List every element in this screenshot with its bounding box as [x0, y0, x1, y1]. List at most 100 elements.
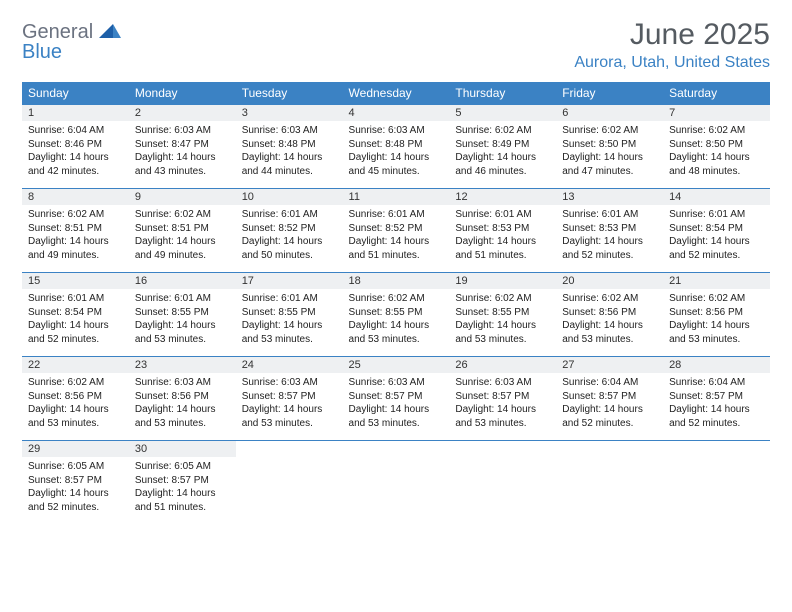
day-number-cell: 4 [343, 105, 450, 122]
day-body-row: Sunrise: 6:02 AMSunset: 8:51 PMDaylight:… [22, 205, 770, 273]
sunrise-line: Sunrise: 6:02 AM [562, 124, 657, 138]
daylight-line: Daylight: 14 hours and 44 minutes. [242, 151, 337, 178]
day-number-cell: 26 [449, 357, 556, 374]
day-number-cell: 27 [556, 357, 663, 374]
day-body-row: Sunrise: 6:02 AMSunset: 8:56 PMDaylight:… [22, 373, 770, 441]
day-body-cell: Sunrise: 6:01 AMSunset: 8:53 PMDaylight:… [556, 205, 663, 273]
sunset-line: Sunset: 8:52 PM [242, 222, 337, 236]
day-body-cell: Sunrise: 6:02 AMSunset: 8:51 PMDaylight:… [22, 205, 129, 273]
day-number-cell: 11 [343, 189, 450, 206]
day-number-row: 15161718192021 [22, 273, 770, 290]
sunset-line: Sunset: 8:57 PM [455, 390, 550, 404]
day-number-cell: 3 [236, 105, 343, 122]
day-number-cell: 9 [129, 189, 236, 206]
day-body-row: Sunrise: 6:01 AMSunset: 8:54 PMDaylight:… [22, 289, 770, 357]
sunrise-line: Sunrise: 6:05 AM [28, 460, 123, 474]
daylight-line: Daylight: 14 hours and 51 minutes. [455, 235, 550, 262]
sunrise-line: Sunrise: 6:03 AM [455, 376, 550, 390]
daylight-line: Daylight: 14 hours and 53 minutes. [562, 319, 657, 346]
sunset-line: Sunset: 8:57 PM [349, 390, 444, 404]
sunset-line: Sunset: 8:52 PM [349, 222, 444, 236]
sunset-line: Sunset: 8:54 PM [669, 222, 764, 236]
sunset-line: Sunset: 8:56 PM [562, 306, 657, 320]
day-number-cell: 13 [556, 189, 663, 206]
sunrise-line: Sunrise: 6:01 AM [135, 292, 230, 306]
sunrise-line: Sunrise: 6:03 AM [349, 376, 444, 390]
daylight-line: Daylight: 14 hours and 50 minutes. [242, 235, 337, 262]
day-number-cell: 19 [449, 273, 556, 290]
sunrise-line: Sunrise: 6:03 AM [242, 124, 337, 138]
sunset-line: Sunset: 8:53 PM [562, 222, 657, 236]
sunset-line: Sunset: 8:50 PM [669, 138, 764, 152]
day-header: Wednesday [343, 82, 450, 105]
day-body-cell: Sunrise: 6:02 AMSunset: 8:50 PMDaylight:… [556, 121, 663, 189]
day-body-cell [343, 457, 450, 524]
sunrise-line: Sunrise: 6:01 AM [349, 208, 444, 222]
day-number-cell: 7 [663, 105, 770, 122]
day-body-cell: Sunrise: 6:03 AMSunset: 8:48 PMDaylight:… [236, 121, 343, 189]
sunset-line: Sunset: 8:56 PM [135, 390, 230, 404]
sunrise-line: Sunrise: 6:04 AM [669, 376, 764, 390]
sunrise-line: Sunrise: 6:02 AM [28, 208, 123, 222]
day-body-cell: Sunrise: 6:02 AMSunset: 8:55 PMDaylight:… [343, 289, 450, 357]
daylight-line: Daylight: 14 hours and 52 minutes. [669, 403, 764, 430]
daylight-line: Daylight: 14 hours and 46 minutes. [455, 151, 550, 178]
daylight-line: Daylight: 14 hours and 53 minutes. [28, 403, 123, 430]
day-body-cell: Sunrise: 6:02 AMSunset: 8:56 PMDaylight:… [22, 373, 129, 441]
day-body-cell: Sunrise: 6:03 AMSunset: 8:48 PMDaylight:… [343, 121, 450, 189]
daylight-line: Daylight: 14 hours and 52 minutes. [562, 235, 657, 262]
daylight-line: Daylight: 14 hours and 52 minutes. [28, 487, 123, 514]
sunset-line: Sunset: 8:57 PM [669, 390, 764, 404]
sunset-line: Sunset: 8:51 PM [28, 222, 123, 236]
title-block: June 2025 Aurora, Utah, United States [574, 18, 770, 72]
day-number-cell: 5 [449, 105, 556, 122]
day-number-row: 891011121314 [22, 189, 770, 206]
day-body-cell: Sunrise: 6:02 AMSunset: 8:51 PMDaylight:… [129, 205, 236, 273]
day-body-cell [236, 457, 343, 524]
sunset-line: Sunset: 8:48 PM [242, 138, 337, 152]
day-body-cell: Sunrise: 6:01 AMSunset: 8:55 PMDaylight:… [236, 289, 343, 357]
sunrise-line: Sunrise: 6:02 AM [455, 292, 550, 306]
daylight-line: Daylight: 14 hours and 42 minutes. [28, 151, 123, 178]
sunrise-line: Sunrise: 6:01 AM [242, 292, 337, 306]
day-number-cell: 17 [236, 273, 343, 290]
sunrise-line: Sunrise: 6:03 AM [135, 376, 230, 390]
sunrise-line: Sunrise: 6:04 AM [28, 124, 123, 138]
day-body-cell: Sunrise: 6:02 AMSunset: 8:49 PMDaylight:… [449, 121, 556, 189]
header: General Blue June 2025 Aurora, Utah, Uni… [22, 18, 770, 72]
daylight-line: Daylight: 14 hours and 47 minutes. [562, 151, 657, 178]
day-header: Monday [129, 82, 236, 105]
daylight-line: Daylight: 14 hours and 53 minutes. [349, 403, 444, 430]
sunset-line: Sunset: 8:51 PM [135, 222, 230, 236]
sunset-line: Sunset: 8:57 PM [28, 474, 123, 488]
daylight-line: Daylight: 14 hours and 49 minutes. [28, 235, 123, 262]
day-number-cell: 22 [22, 357, 129, 374]
sunrise-line: Sunrise: 6:02 AM [669, 292, 764, 306]
day-number-cell: 21 [663, 273, 770, 290]
day-number-cell: 10 [236, 189, 343, 206]
daylight-line: Daylight: 14 hours and 52 minutes. [28, 319, 123, 346]
day-header: Saturday [663, 82, 770, 105]
sunset-line: Sunset: 8:57 PM [242, 390, 337, 404]
day-body-cell: Sunrise: 6:01 AMSunset: 8:52 PMDaylight:… [343, 205, 450, 273]
daylight-line: Daylight: 14 hours and 53 minutes. [135, 319, 230, 346]
sunrise-line: Sunrise: 6:04 AM [562, 376, 657, 390]
daylight-line: Daylight: 14 hours and 53 minutes. [242, 403, 337, 430]
day-body-cell: Sunrise: 6:04 AMSunset: 8:57 PMDaylight:… [663, 373, 770, 441]
sunrise-line: Sunrise: 6:01 AM [455, 208, 550, 222]
day-header: Tuesday [236, 82, 343, 105]
day-body-cell [556, 457, 663, 524]
day-number-cell: 18 [343, 273, 450, 290]
day-number-cell: 28 [663, 357, 770, 374]
day-body-cell: Sunrise: 6:01 AMSunset: 8:54 PMDaylight:… [22, 289, 129, 357]
day-number-cell [449, 441, 556, 458]
day-body-cell: Sunrise: 6:01 AMSunset: 8:53 PMDaylight:… [449, 205, 556, 273]
day-number-row: 1234567 [22, 105, 770, 122]
day-number-cell: 6 [556, 105, 663, 122]
sunset-line: Sunset: 8:54 PM [28, 306, 123, 320]
sunset-line: Sunset: 8:55 PM [135, 306, 230, 320]
day-number-cell: 24 [236, 357, 343, 374]
day-header: Friday [556, 82, 663, 105]
sunrise-line: Sunrise: 6:02 AM [135, 208, 230, 222]
sunset-line: Sunset: 8:55 PM [455, 306, 550, 320]
